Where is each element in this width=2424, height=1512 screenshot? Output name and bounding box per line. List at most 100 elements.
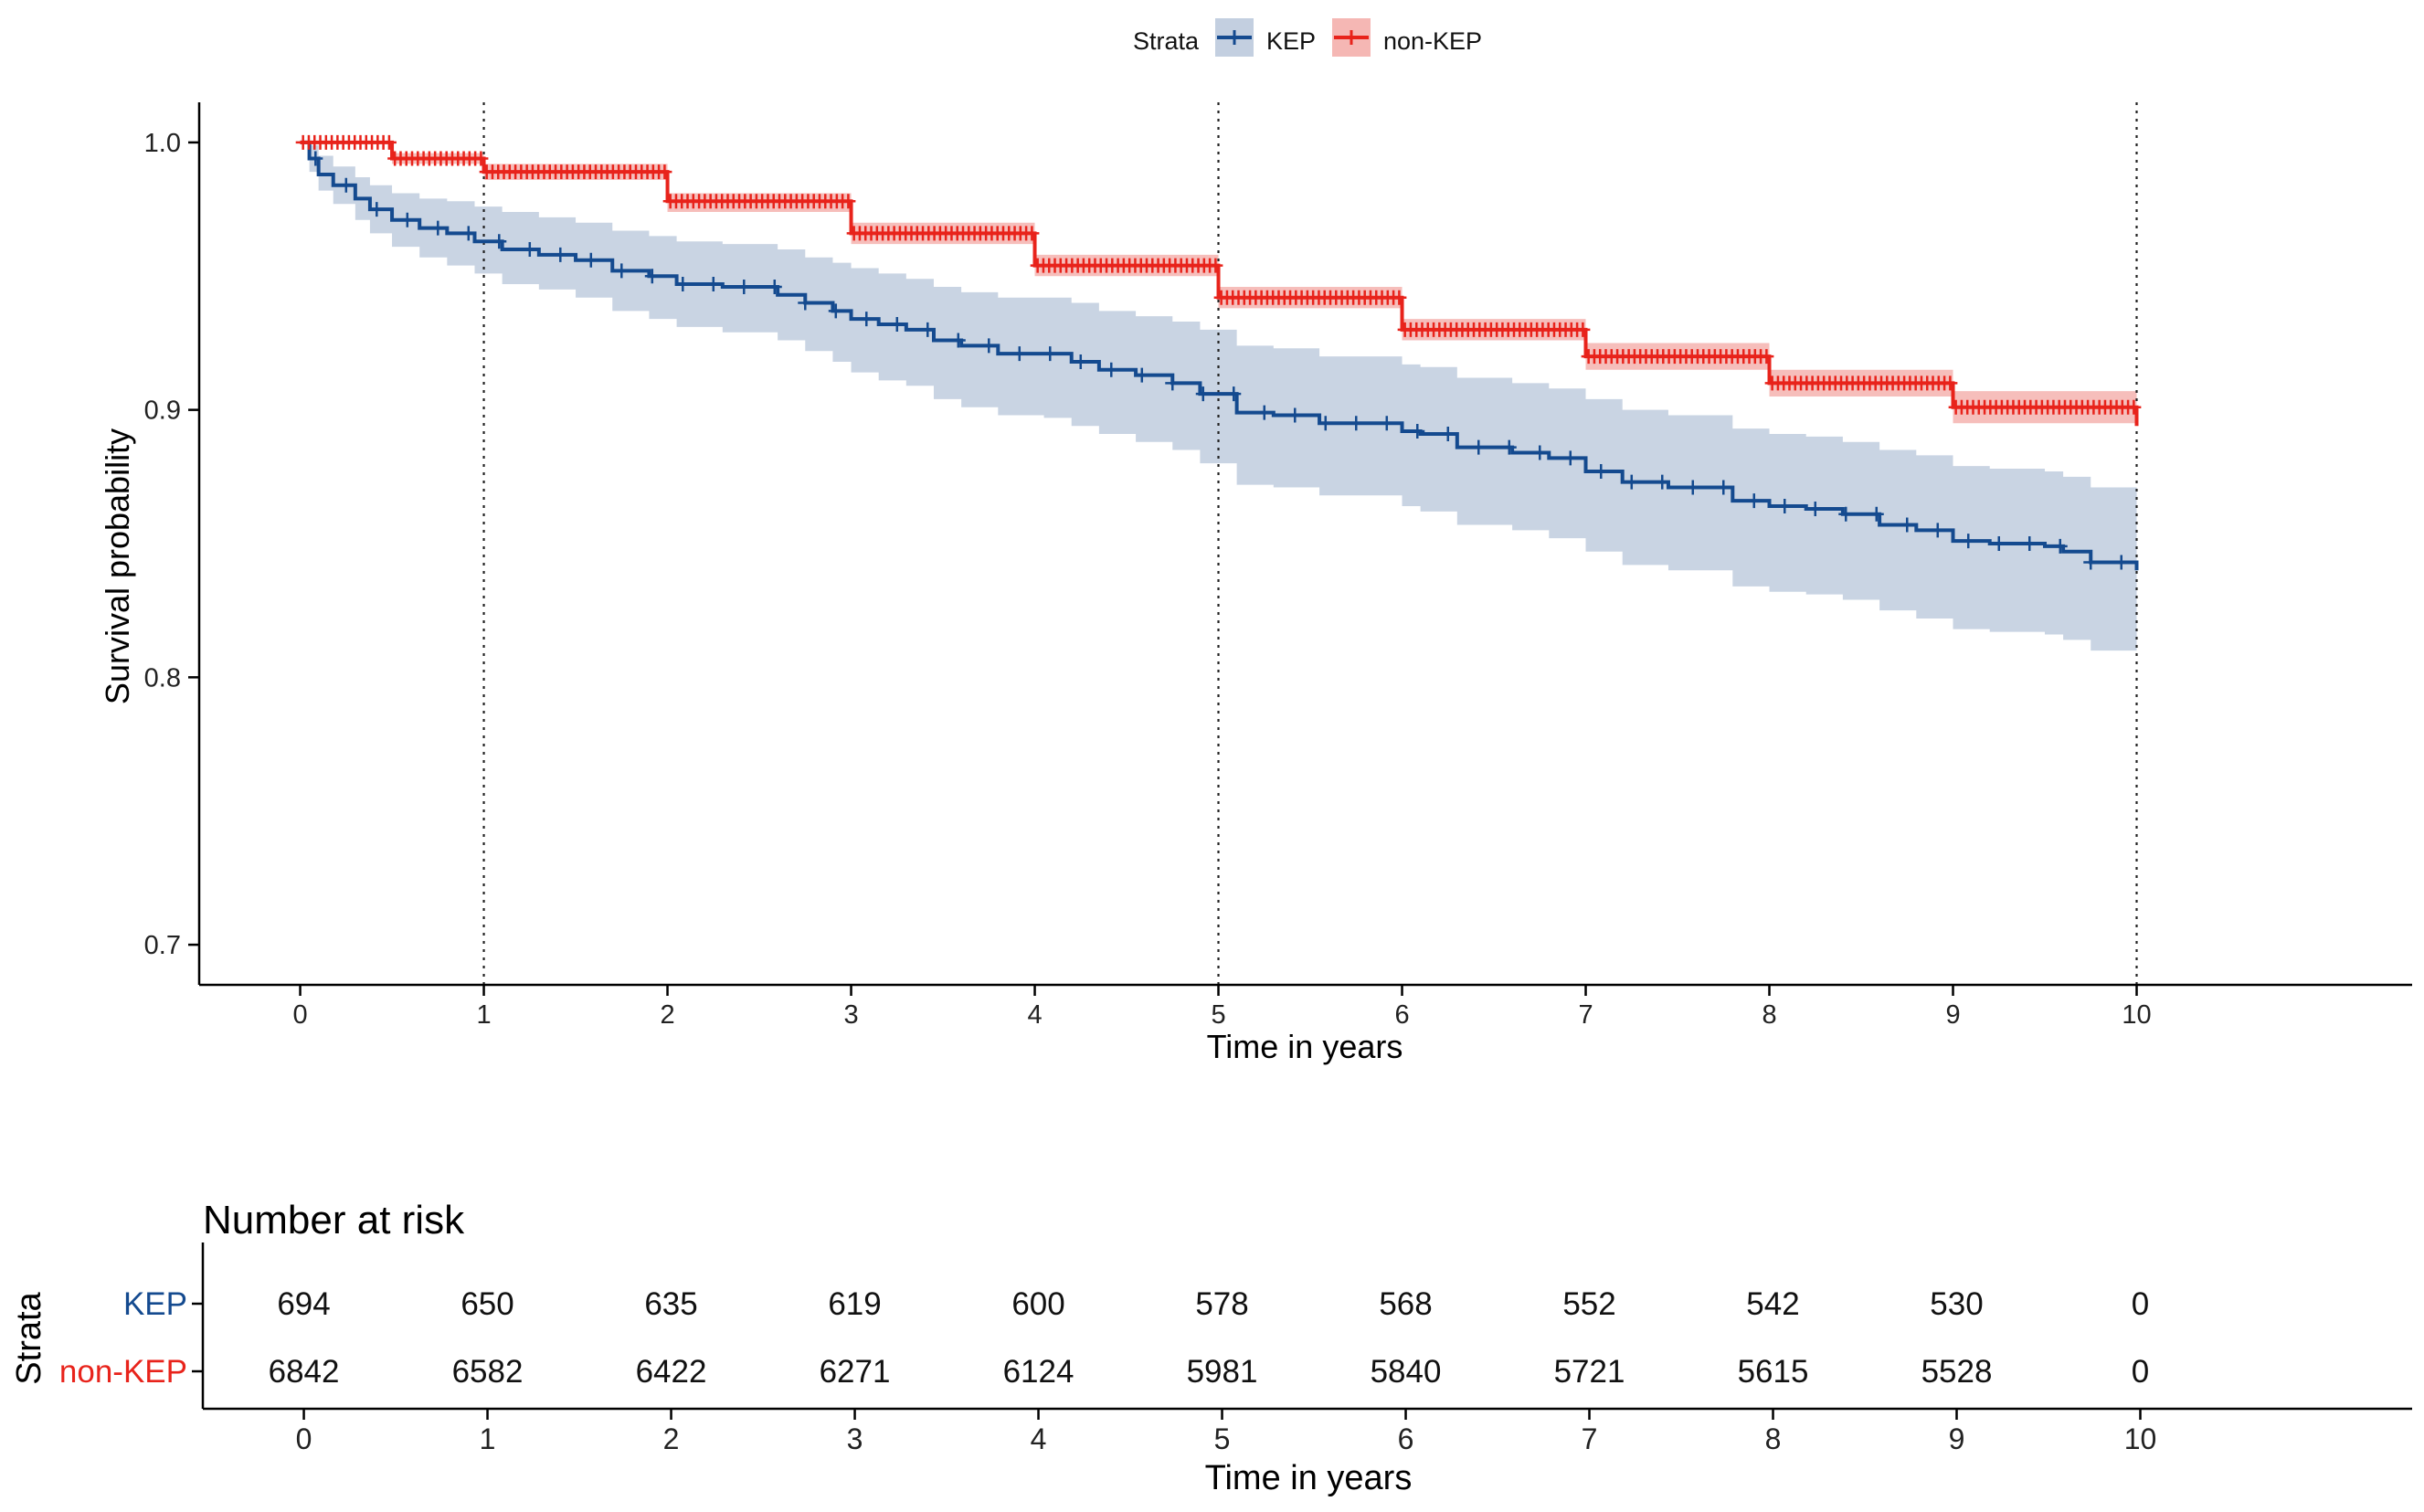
risk-cell: 5615 bbox=[1738, 1354, 1809, 1390]
censor-mark bbox=[1104, 362, 1119, 377]
risk-cell: 0 bbox=[2132, 1286, 2149, 1322]
censor-mark bbox=[308, 151, 323, 166]
censor-mark bbox=[2022, 536, 2038, 551]
censor-mark bbox=[381, 134, 397, 150]
censor-mark bbox=[1746, 493, 1762, 509]
censor-mark bbox=[583, 252, 598, 268]
censor-mark bbox=[1379, 416, 1394, 431]
risk-x-tick-label: 5 bbox=[1214, 1422, 1231, 1455]
censor-mark bbox=[1440, 426, 1455, 441]
risk-cell: 619 bbox=[828, 1286, 881, 1322]
censor-mark bbox=[859, 312, 874, 327]
risk-x-tick-label: 7 bbox=[1582, 1422, 1598, 1455]
censor-mark bbox=[1655, 474, 1670, 490]
x-tick-label: 0 bbox=[292, 1000, 307, 1030]
censor-mark bbox=[981, 338, 997, 354]
censor-mark bbox=[460, 226, 476, 241]
risk-cell: 530 bbox=[1930, 1286, 1983, 1322]
censor-mark bbox=[614, 263, 630, 279]
censor-mark bbox=[1471, 439, 1487, 455]
x-tick-label: 8 bbox=[1762, 1000, 1776, 1030]
censor-mark bbox=[1777, 499, 1793, 514]
risk-row-label-non-kep: non-KEP bbox=[59, 1354, 187, 1390]
censor-mark bbox=[1575, 322, 1591, 337]
legend-title: Strata bbox=[1133, 27, 1200, 55]
censor-mark bbox=[2126, 399, 2142, 415]
risk-x-tick-label: 6 bbox=[1398, 1422, 1414, 1455]
risk-x-tick-label: 4 bbox=[1031, 1422, 1047, 1455]
risk-cell: 6842 bbox=[269, 1354, 340, 1390]
x-tick-label: 3 bbox=[843, 1000, 858, 1030]
risk-cell: 542 bbox=[1746, 1286, 1799, 1322]
censor-mark bbox=[1011, 346, 1027, 362]
risk-cell: 552 bbox=[1562, 1286, 1615, 1322]
censor-mark bbox=[1226, 386, 1242, 402]
censor-mark bbox=[1532, 445, 1548, 460]
censor-mark bbox=[705, 277, 721, 292]
y-tick-label: 0.7 bbox=[144, 931, 181, 960]
censor-mark bbox=[675, 277, 691, 292]
risk-x-tick-label: 10 bbox=[2124, 1422, 2157, 1455]
censor-mark bbox=[1349, 416, 1364, 431]
censor-mark bbox=[644, 269, 660, 284]
risk-x-axis-title: Time in years bbox=[1205, 1459, 1413, 1497]
censor-mark bbox=[1624, 474, 1639, 490]
censor-mark bbox=[553, 247, 568, 262]
censor-mark bbox=[1900, 517, 1915, 533]
risk-cell: 5840 bbox=[1371, 1354, 1442, 1390]
censor-mark bbox=[1134, 367, 1149, 383]
risk-cell: 694 bbox=[277, 1286, 330, 1322]
risk-table-title: Number at risk bbox=[203, 1198, 465, 1242]
risk-x-tick-label: 2 bbox=[663, 1422, 680, 1455]
y-tick-label: 0.9 bbox=[144, 397, 181, 426]
censor-mark bbox=[2052, 538, 2068, 554]
censor-mark bbox=[828, 303, 843, 319]
censor-mark bbox=[657, 164, 672, 180]
censor-mark bbox=[338, 177, 354, 193]
risk-cell: 568 bbox=[1379, 1286, 1432, 1322]
censor-mark bbox=[920, 322, 936, 337]
censor-mark bbox=[1991, 536, 2006, 551]
censor-mark bbox=[1256, 405, 1272, 420]
censor-mark bbox=[841, 194, 856, 209]
censor-mark bbox=[1208, 258, 1223, 273]
censor-mark bbox=[1043, 346, 1058, 362]
censor-mark bbox=[1562, 450, 1578, 466]
legend-label-kep: KEP bbox=[1266, 27, 1316, 55]
censor-mark bbox=[492, 234, 507, 249]
risk-cell: 600 bbox=[1011, 1286, 1064, 1322]
x-tick-label: 4 bbox=[1027, 1000, 1042, 1030]
censor-mark bbox=[369, 202, 385, 217]
risk-x-tick-label: 9 bbox=[1949, 1422, 1965, 1455]
risk-cell: 6582 bbox=[452, 1354, 524, 1390]
censor-mark bbox=[1807, 501, 1823, 516]
censor-mark bbox=[399, 212, 415, 227]
risk-x-tick-label: 1 bbox=[480, 1422, 496, 1455]
ci-band-non-kep bbox=[300, 142, 2137, 442]
y-tick-label: 1.0 bbox=[144, 129, 181, 158]
censor-mark bbox=[1165, 375, 1180, 391]
censor-mark bbox=[1942, 375, 1958, 391]
risk-cell: 650 bbox=[460, 1286, 513, 1322]
km-plot: 0.7 0.8 0.9 1.0 0 1 2 3 4 5 6 7 8 9 10 Time in years Sur… bbox=[99, 102, 2412, 1065]
risk-x-tick-label: 3 bbox=[847, 1422, 863, 1455]
x-tick-label: 5 bbox=[1211, 1000, 1225, 1030]
censor-mark bbox=[1685, 480, 1700, 495]
censor-mark bbox=[1930, 523, 1945, 538]
risk-cell: 6124 bbox=[1003, 1354, 1074, 1390]
x-tick-label: 10 bbox=[2122, 1000, 2151, 1030]
censor-mark bbox=[1287, 407, 1303, 423]
censor-mark bbox=[1073, 354, 1088, 369]
risk-cell: 5981 bbox=[1187, 1354, 1258, 1390]
censor-mark bbox=[1318, 416, 1333, 431]
censor-mark bbox=[1501, 439, 1517, 455]
risk-x-tick-label: 8 bbox=[1765, 1422, 1782, 1455]
x-axis-title: Time in years bbox=[1207, 1028, 1403, 1065]
censor-mark bbox=[736, 279, 752, 294]
censor-mark bbox=[1593, 463, 1609, 479]
censor-mark bbox=[1024, 226, 1040, 241]
risk-cell: 5528 bbox=[1921, 1354, 1993, 1390]
censor-mark bbox=[1868, 506, 1884, 522]
